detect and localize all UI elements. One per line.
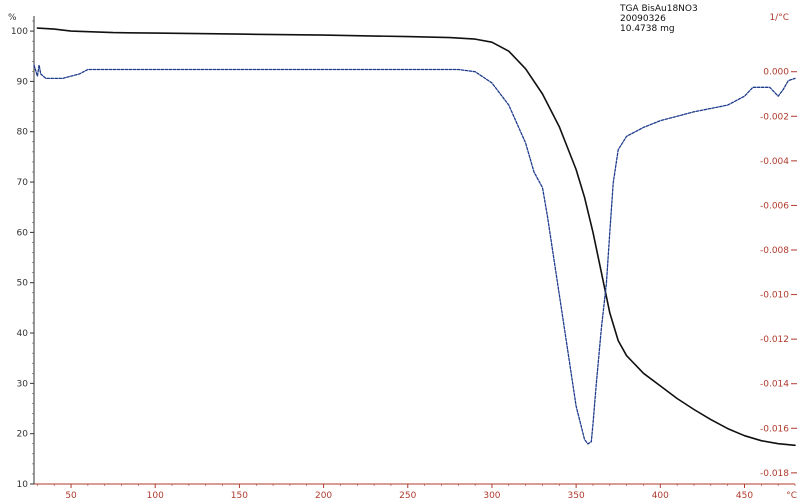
right-unit-label: 1/°C — [769, 13, 789, 23]
left-tick-label: 100 — [11, 27, 28, 37]
right-tick-label: -0.012 — [760, 335, 789, 345]
left-tick-label: 90 — [17, 77, 29, 87]
derivative-line — [33, 64, 796, 445]
x-tick-label: 450 — [736, 491, 753, 501]
x-tick-label: 250 — [399, 491, 416, 501]
labels-layer: 10 20 30 40 50 60 70 80 90 100 0.000 -0.002 -0.004 -0… — [8, 4, 797, 501]
right-tick-label: -0.016 — [760, 424, 789, 434]
left-tick-label: 20 — [17, 430, 29, 440]
left-tick-label: 70 — [17, 178, 29, 188]
x-tick-label: 100 — [147, 491, 164, 501]
right-tick-label: -0.010 — [760, 291, 789, 301]
x-tick-label: 300 — [483, 491, 500, 501]
x-tick-label: 200 — [315, 491, 332, 501]
x-tick-label: 150 — [231, 491, 248, 501]
left-tick-label: 40 — [17, 329, 29, 339]
right-tick-label: -0.006 — [760, 201, 789, 211]
left-tick-label: 60 — [17, 228, 29, 238]
x-unit-label: °C — [786, 491, 797, 501]
left-unit-label: % — [8, 13, 17, 23]
left-tick-label: 80 — [17, 128, 29, 138]
right-tick-label: 0.000 — [763, 68, 789, 78]
right-tick-label: -0.014 — [760, 380, 789, 390]
left-tick-label: 50 — [17, 279, 29, 289]
right-tick-label: -0.004 — [760, 157, 789, 167]
x-tick-label: 350 — [568, 491, 585, 501]
mass-percent-line — [36, 27, 796, 447]
right-tick-label: -0.002 — [760, 112, 789, 122]
annotation-line: 10.4738 mg — [620, 24, 675, 34]
right-tick-label: -0.008 — [760, 246, 789, 256]
annotation-line: 20090326 — [620, 14, 666, 24]
right-tick-label: -0.018 — [760, 469, 789, 479]
series-layer — [33, 27, 796, 447]
left-tick-label: 10 — [17, 480, 29, 490]
left-tick-label: 30 — [17, 379, 29, 389]
annotation-line: TGA BisAu18NO3 — [619, 4, 698, 14]
chart-axes — [30, 16, 797, 488]
x-tick-label: 50 — [65, 491, 77, 501]
x-tick-label: 400 — [652, 491, 669, 501]
